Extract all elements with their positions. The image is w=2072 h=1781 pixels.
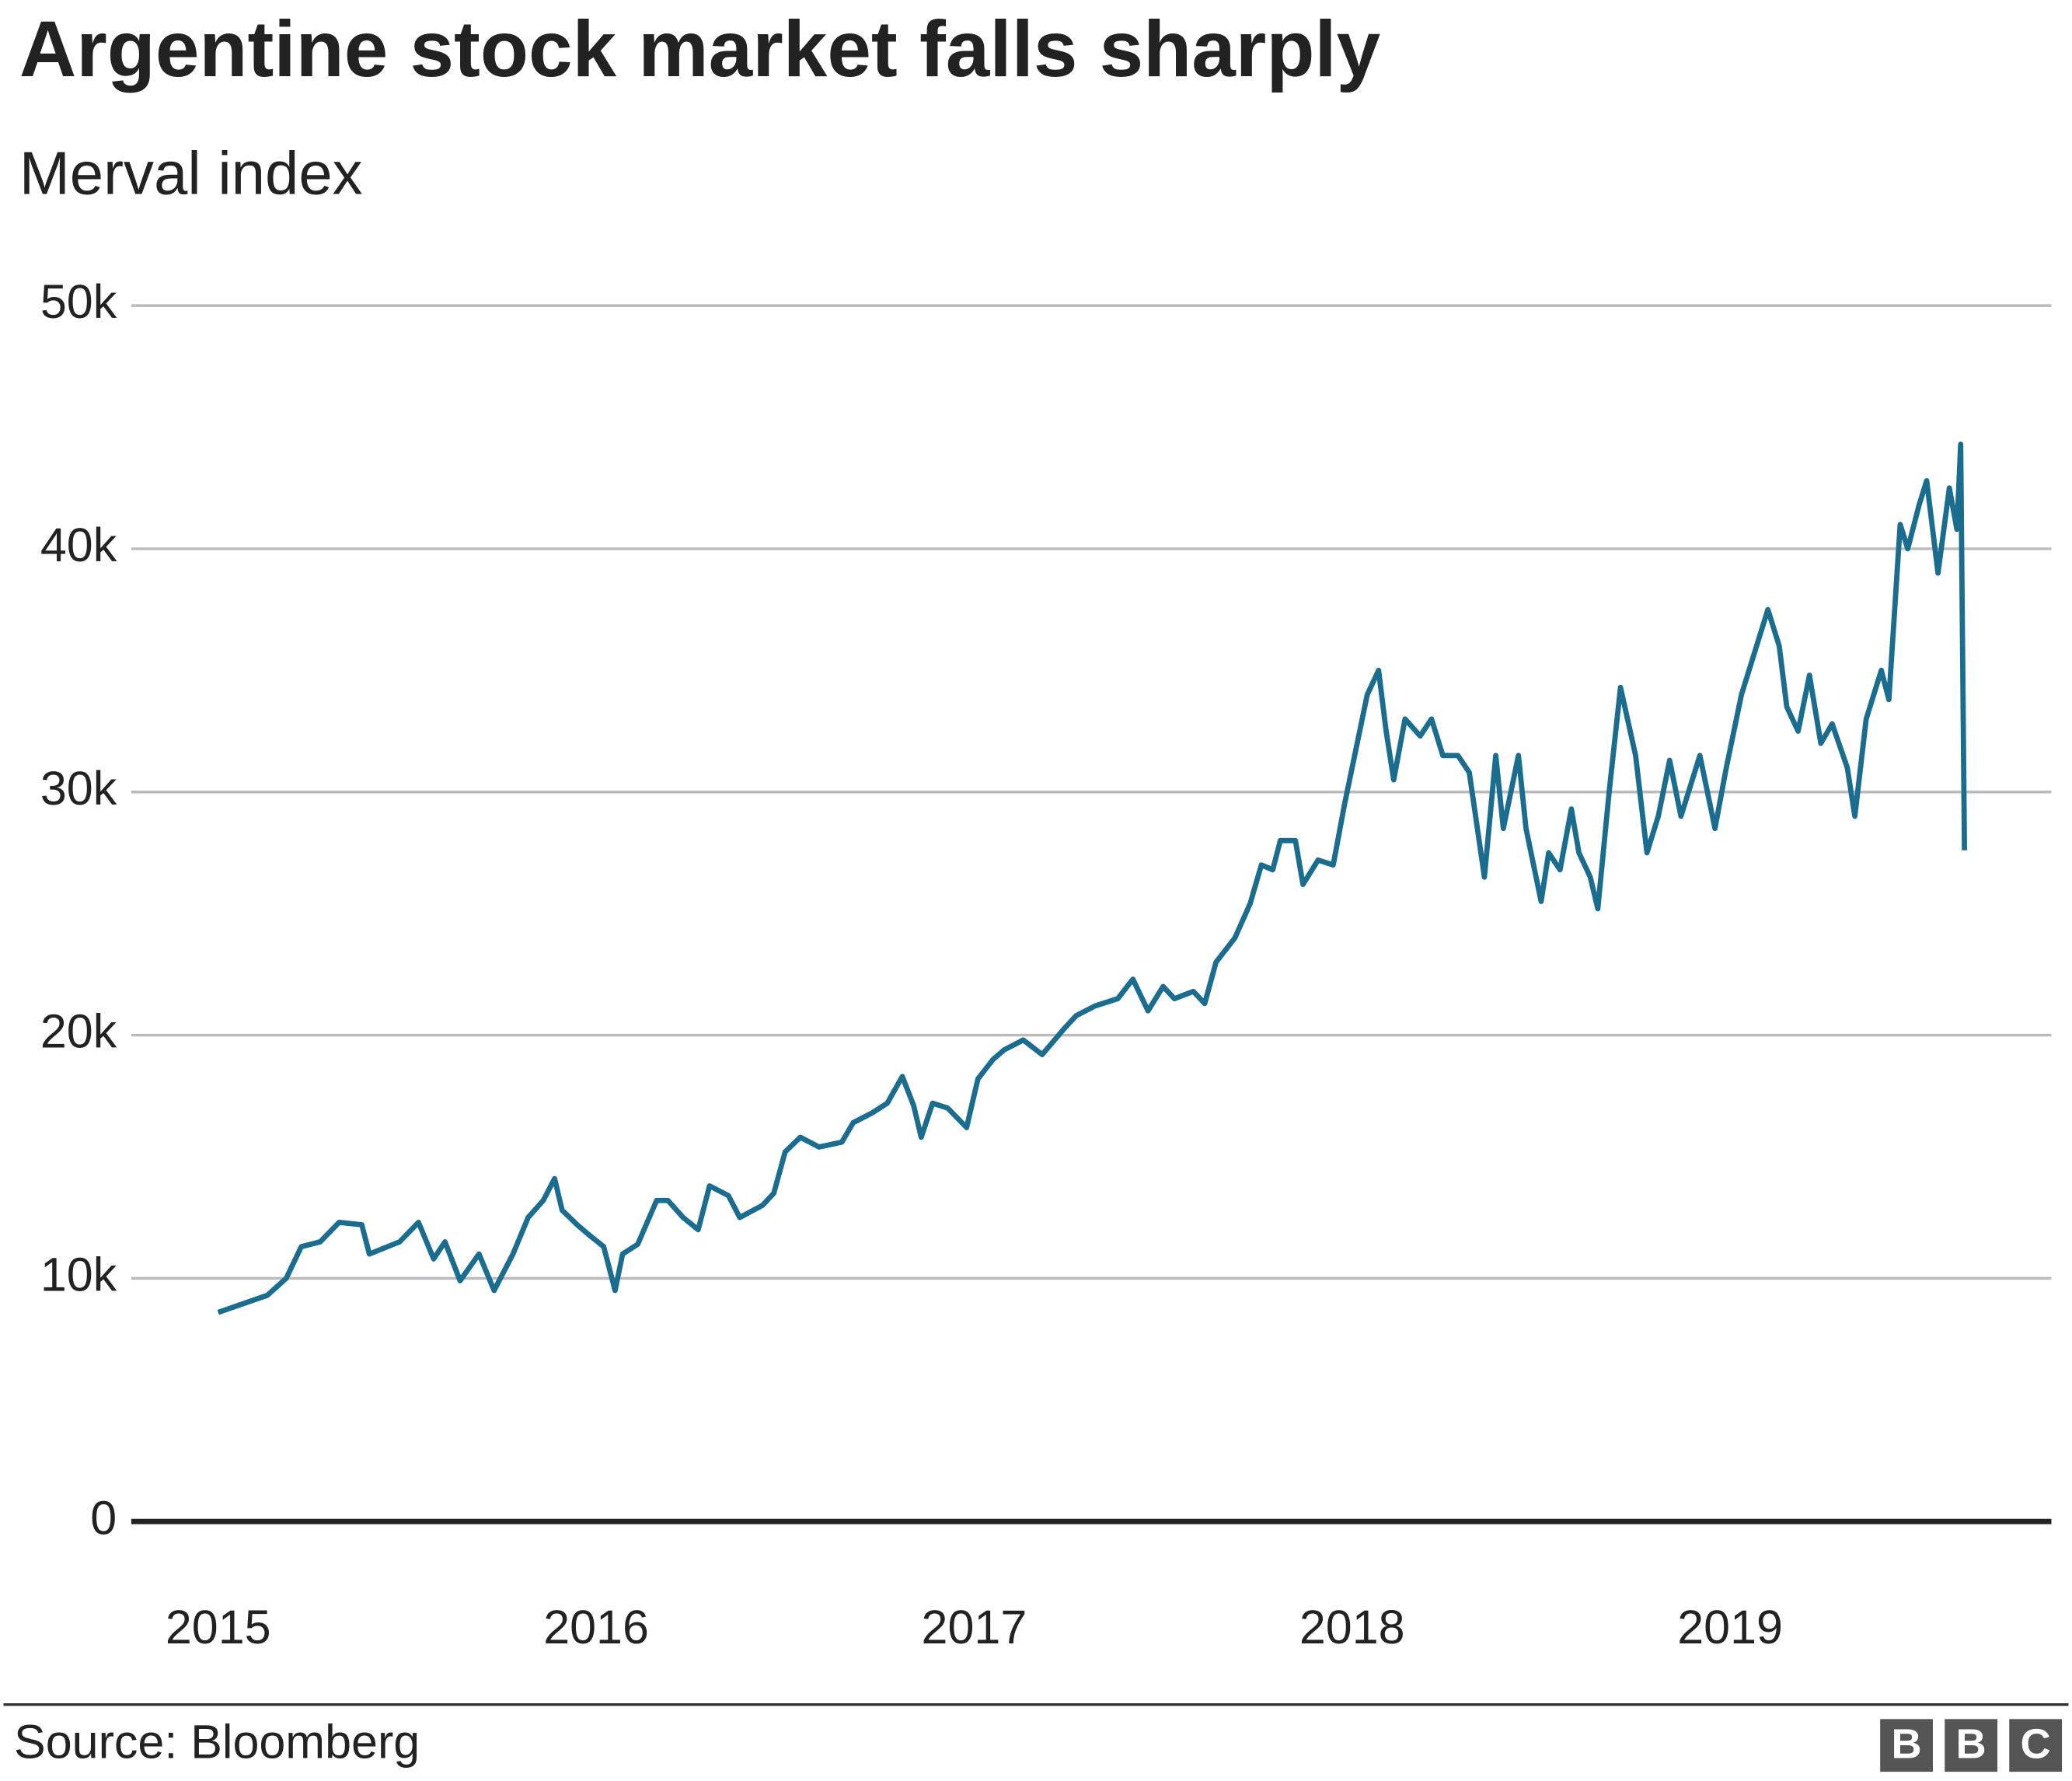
chart-title: Argentine stock market falls sharply: [19, 5, 1380, 93]
line: [217, 442, 1968, 1315]
x-tick-label: 2018: [1299, 1601, 1405, 1654]
chart-subtitle: Merval index: [19, 138, 363, 207]
source: Source: Bloomberg: [14, 1715, 420, 1768]
x-tick-label: 2016: [543, 1601, 649, 1654]
y-tick-label: 30k: [40, 762, 117, 815]
logo: B B C: [1880, 1719, 2063, 1772]
y-tick-label: 20k: [40, 1005, 117, 1058]
y-tick-label: 50k: [40, 275, 117, 328]
logo-letter: B: [1892, 1720, 1922, 1767]
logo-letter: C: [2021, 1720, 2051, 1767]
x-tick-label: 2017: [922, 1601, 1027, 1654]
x-tick-label: 2015: [166, 1601, 271, 1654]
logo-box: [2009, 1719, 2063, 1772]
x-tick-label: 2019: [1677, 1601, 1783, 1654]
logo-box: [1880, 1719, 1933, 1772]
y-tick-label: 10k: [40, 1248, 117, 1301]
y-tick-label: 0: [90, 1491, 117, 1544]
logo-letter: B: [1956, 1720, 1987, 1767]
logo-box: [1945, 1719, 1998, 1772]
y-tick-label: 40k: [40, 519, 117, 571]
